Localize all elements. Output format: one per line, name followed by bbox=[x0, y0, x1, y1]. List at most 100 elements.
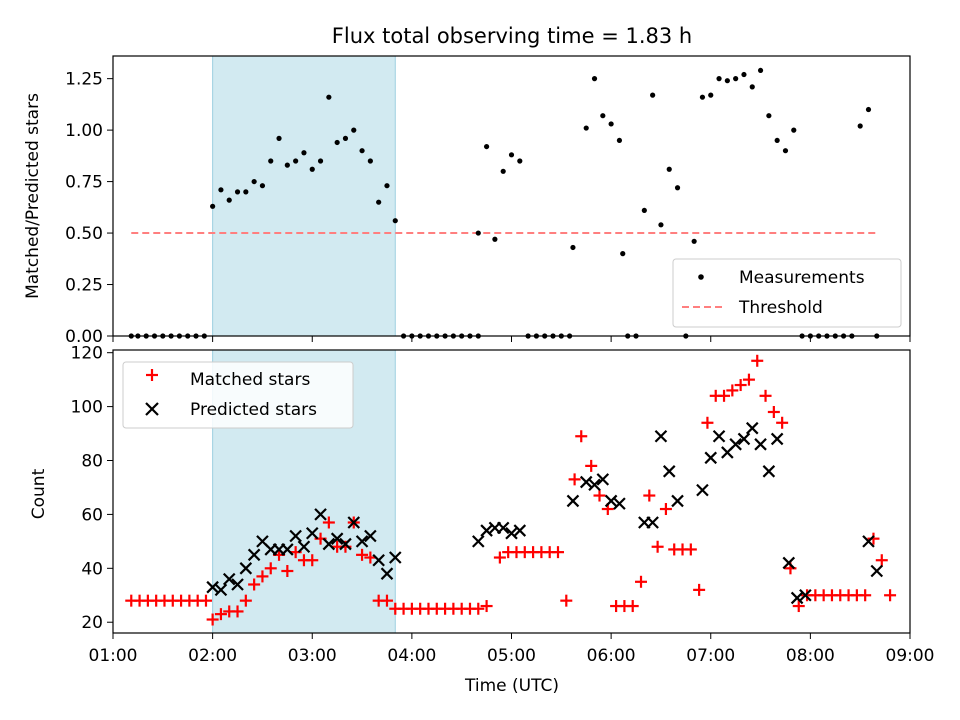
matched-star-point bbox=[684, 543, 697, 556]
predicted-star-point bbox=[604, 494, 618, 508]
measurement-point bbox=[259, 183, 266, 189]
matched-star-point bbox=[751, 354, 764, 367]
measurement-point bbox=[766, 113, 772, 119]
predicted-star-point bbox=[347, 516, 361, 529]
top-y-tick-label: 0.75 bbox=[65, 173, 103, 193]
x-tick-label: 03:00 bbox=[288, 646, 337, 666]
x-tick-label: 05:00 bbox=[487, 646, 536, 666]
predicted-star-point bbox=[596, 473, 610, 486]
predicted-star-point bbox=[372, 553, 385, 567]
measurement-point bbox=[666, 166, 672, 172]
matched-star-point bbox=[884, 589, 897, 602]
measurement-point bbox=[650, 92, 656, 98]
measurement-point bbox=[392, 218, 398, 224]
matched-star-point bbox=[248, 578, 261, 591]
predicted-star-point bbox=[496, 521, 510, 535]
measurement-point bbox=[749, 84, 755, 90]
matched-star-point bbox=[480, 600, 493, 613]
matched-star-point bbox=[493, 551, 506, 564]
top-ylabel: Matched/Predicted stars bbox=[23, 93, 43, 299]
matched-star-point bbox=[306, 554, 319, 567]
measurement-point bbox=[342, 135, 349, 141]
predicted-star-point bbox=[566, 494, 580, 508]
measurement-point bbox=[724, 78, 730, 84]
bottom-legend-box bbox=[122, 361, 354, 429]
matched-star-point bbox=[281, 565, 294, 578]
predicted-star-point bbox=[297, 540, 311, 554]
matched-star-point bbox=[560, 594, 573, 607]
bottom-y-tick-label: 20 bbox=[81, 613, 103, 633]
measurement-point bbox=[517, 158, 523, 164]
measurement-point bbox=[251, 178, 257, 185]
measurement-point bbox=[475, 230, 481, 236]
predicted-star-point bbox=[770, 432, 784, 446]
bottom-legend: Matched stars Predicted stars bbox=[122, 361, 354, 429]
measurement-point bbox=[376, 199, 382, 205]
measurement-point bbox=[699, 94, 706, 100]
matched-star-point bbox=[364, 551, 377, 564]
measurement-point bbox=[218, 187, 224, 193]
measurement-point bbox=[293, 158, 299, 164]
matched-star-point bbox=[199, 594, 212, 607]
measurement-point bbox=[367, 158, 373, 164]
predicted-star-point bbox=[704, 451, 718, 465]
matched-star-point bbox=[875, 554, 888, 567]
matched-star-point bbox=[231, 605, 244, 618]
predicted-star-point bbox=[588, 478, 601, 492]
matched-star-point bbox=[734, 379, 747, 392]
predicted-star-point bbox=[364, 529, 377, 543]
measurement-point bbox=[583, 125, 589, 131]
predicted-star-point bbox=[388, 551, 402, 564]
matched-star-point bbox=[726, 384, 739, 397]
predicted-star-point bbox=[322, 537, 336, 551]
measurement-point bbox=[483, 143, 490, 150]
top-shaded-interval bbox=[212, 56, 396, 336]
measurement-point bbox=[570, 244, 576, 251]
bottom-y-tick-label: 80 bbox=[81, 452, 103, 472]
top-legend-box bbox=[672, 258, 902, 328]
bottom-y-tick-label: 60 bbox=[81, 505, 103, 525]
predicted-star-point bbox=[214, 583, 228, 597]
matched-star-point bbox=[472, 602, 485, 615]
matched-star-point bbox=[256, 570, 269, 583]
predicted-star-point bbox=[696, 483, 709, 497]
predicted-star-point bbox=[480, 524, 493, 537]
predicted-star-point bbox=[472, 535, 485, 548]
measurement-point bbox=[301, 150, 307, 156]
measurement-point bbox=[500, 168, 506, 174]
x-axis-label: Time (UTC) bbox=[464, 676, 559, 696]
matched-star-point bbox=[643, 489, 656, 502]
matched-star-point bbox=[776, 416, 789, 429]
chart-title: Flux total observing time = 1.83 h bbox=[332, 24, 692, 48]
predicted-star-point bbox=[671, 494, 684, 508]
measurement-point bbox=[351, 127, 357, 133]
matched-star-point bbox=[792, 600, 805, 613]
predicted-star-point bbox=[305, 526, 319, 540]
predicted-star-point bbox=[339, 537, 352, 551]
legend-matched-marker bbox=[146, 369, 158, 381]
predicted-star-point bbox=[870, 564, 884, 578]
matched-star-point bbox=[867, 532, 880, 545]
predicted-star-point bbox=[662, 465, 676, 478]
measurement-point bbox=[268, 158, 274, 164]
matched-star-point bbox=[239, 594, 252, 607]
predicted-star-point bbox=[613, 497, 626, 510]
measurement-point bbox=[757, 67, 764, 74]
measurement-point bbox=[309, 166, 315, 172]
measurement-point bbox=[791, 127, 797, 133]
predicted-star-point bbox=[513, 524, 527, 537]
measurement-point bbox=[857, 123, 863, 129]
measurement-point bbox=[210, 203, 216, 209]
predicted-star-point bbox=[646, 516, 659, 529]
measurement-point bbox=[492, 236, 498, 242]
bottom-y-tick-label: 100 bbox=[71, 398, 103, 418]
legend-measurements-label: Measurements bbox=[739, 268, 865, 288]
predicted-star-point bbox=[289, 529, 302, 543]
top-y-tick-label: 0.00 bbox=[65, 327, 103, 347]
predicted-star-point bbox=[314, 508, 327, 521]
predicted-star-point bbox=[380, 567, 394, 580]
measurement-point bbox=[674, 185, 681, 191]
x-tick-label: 04:00 bbox=[387, 646, 436, 666]
measurement-point bbox=[359, 148, 365, 154]
